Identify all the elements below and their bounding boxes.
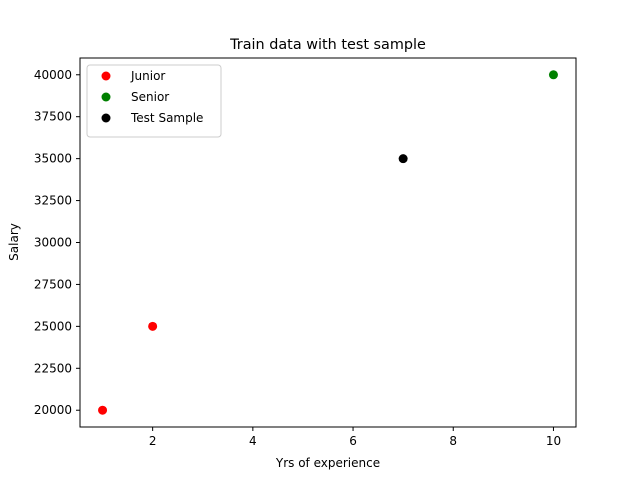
x-axis-label: Yrs of experience <box>275 456 380 470</box>
legend-label-test-sample: Test Sample <box>130 111 203 125</box>
legend-label-senior: Senior <box>131 90 169 104</box>
x-tick-label: 8 <box>449 434 457 448</box>
x-tick-label: 10 <box>546 434 561 448</box>
x-tick-label: 2 <box>149 434 157 448</box>
y-axis-label: Salary <box>7 223 21 261</box>
x-tick-label: 4 <box>249 434 257 448</box>
legend-box <box>86 64 222 138</box>
legend-label-junior: Junior <box>130 69 165 83</box>
y-tick-label: 32500 <box>34 194 72 208</box>
data-point-junior <box>148 321 158 331</box>
x-tick-label: 6 <box>349 434 357 448</box>
legend-marker-senior <box>101 92 111 102</box>
legend: Junior Senior Test Sample <box>86 64 222 138</box>
data-points <box>98 70 558 415</box>
legend-marker-junior <box>101 71 111 81</box>
y-tick-label: 25000 <box>34 319 72 333</box>
y-tick-label: 35000 <box>34 152 72 166</box>
y-tick-label: 37500 <box>34 110 72 124</box>
data-point-junior <box>98 405 108 415</box>
y-tick-label: 40000 <box>34 68 72 82</box>
y-tick-label: 20000 <box>34 403 72 417</box>
y-tick-label: 22500 <box>34 361 72 375</box>
y-tick-label: 30000 <box>34 236 72 250</box>
y-tick-label: 27500 <box>34 277 72 291</box>
x-axis-ticks: 2 4 6 8 10 <box>149 427 561 448</box>
data-point-senior <box>548 70 558 80</box>
data-point-test-sample <box>398 154 408 164</box>
chart-title: Train data with test sample <box>229 37 426 53</box>
y-axis-ticks: 20000 22500 25000 27500 30000 32500 35000 37500… <box>34 68 80 417</box>
legend-marker-test-sample <box>101 113 111 123</box>
